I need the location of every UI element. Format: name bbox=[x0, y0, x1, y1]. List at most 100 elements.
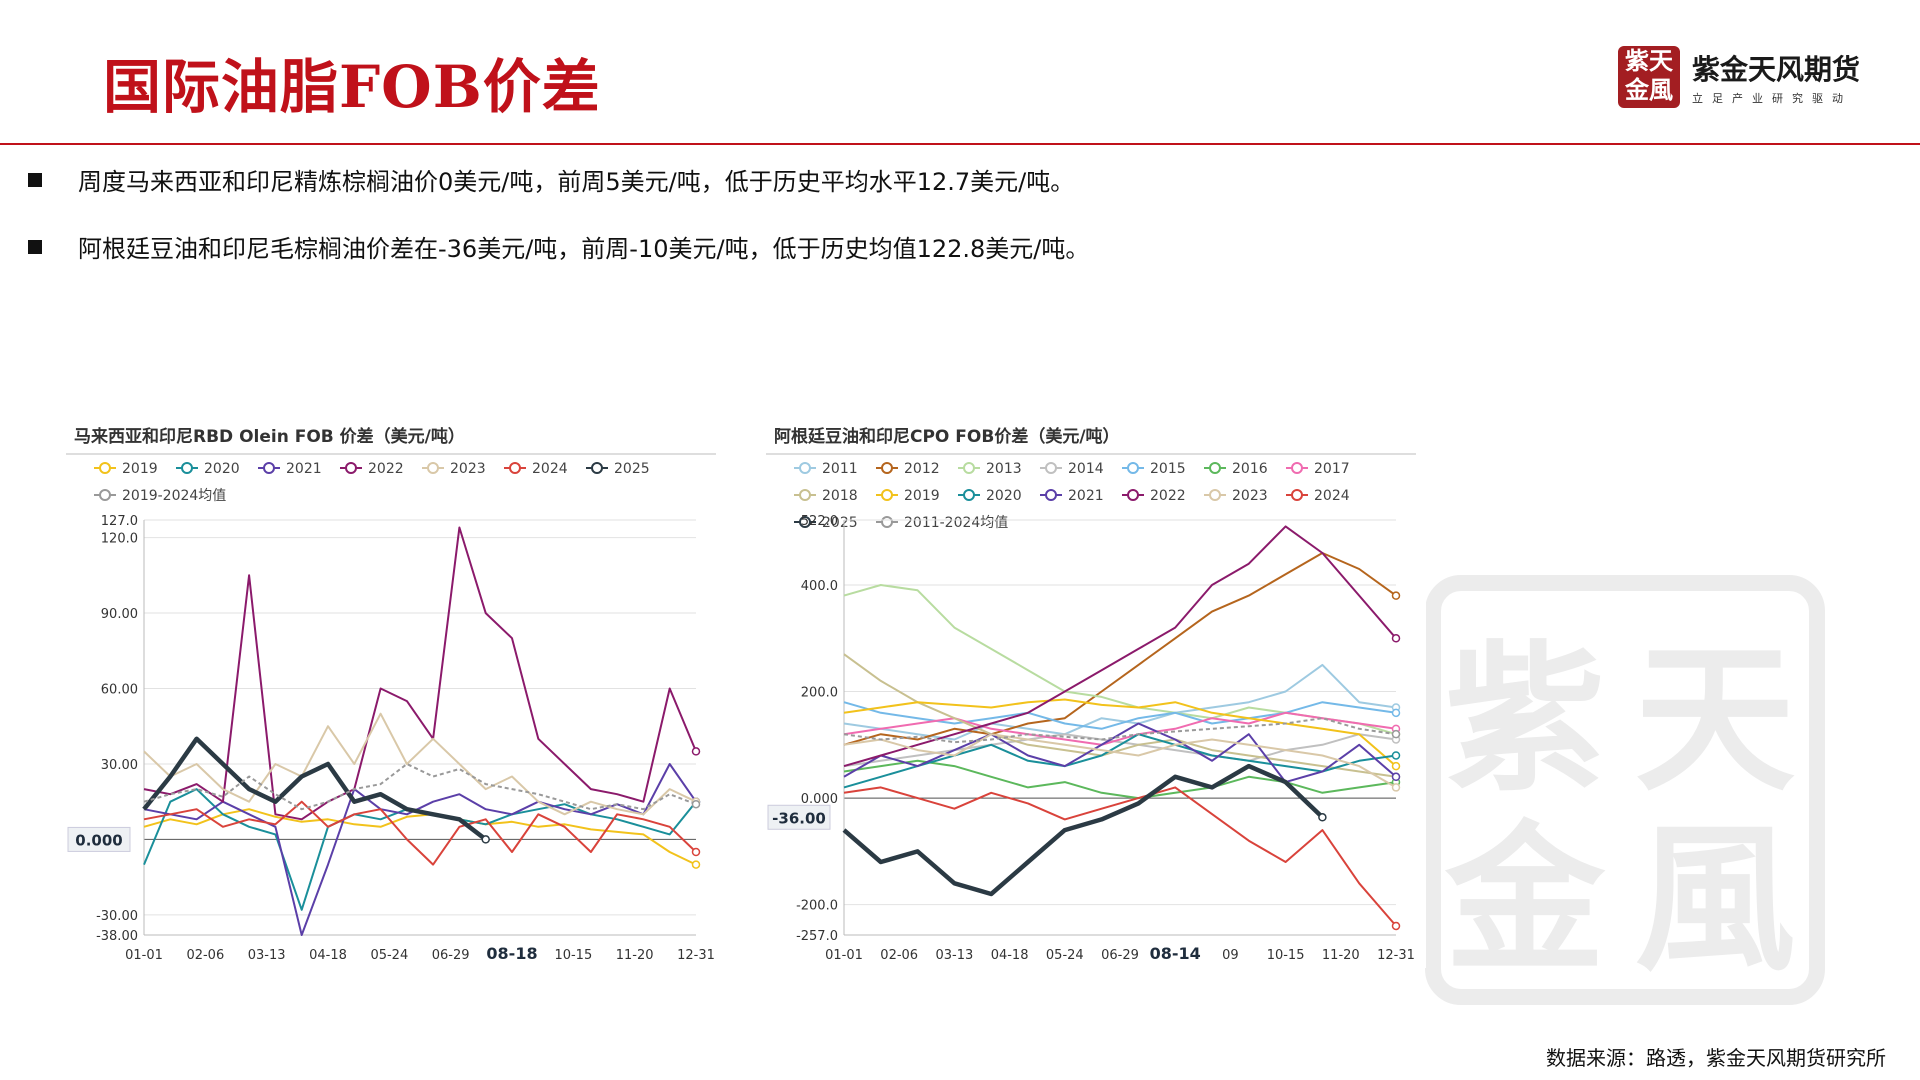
legend-label: 2020 bbox=[204, 461, 240, 477]
y-tick-label: 120.0 bbox=[101, 532, 138, 547]
series-line-2016 bbox=[843, 759, 1397, 800]
y-tick-label: -200.0 bbox=[796, 899, 838, 914]
series-endpoint bbox=[1391, 708, 1401, 718]
legend-label: 2024 bbox=[532, 461, 568, 477]
legend-marker bbox=[1127, 489, 1139, 501]
series-line-2025 bbox=[142, 736, 488, 842]
legend-marker bbox=[1045, 489, 1057, 501]
seal-char: 金 bbox=[1625, 75, 1649, 104]
bullet-text: 阿根廷豆油和印尼毛棕榈油价差在-36美元/吨，前周-10美元/吨，低于历史均值1… bbox=[78, 235, 1090, 263]
current-value-label: -36.00 bbox=[772, 809, 826, 827]
series-line-avg bbox=[843, 717, 1397, 744]
x-tick-label: 10-15 bbox=[554, 948, 592, 963]
x-tick-label: 03-13 bbox=[248, 948, 286, 963]
series-line-2024 bbox=[143, 800, 697, 866]
legend-label: 2017 bbox=[1314, 461, 1350, 477]
y-tick-label: 400.0 bbox=[801, 579, 838, 594]
series-line-2012 bbox=[843, 552, 1397, 746]
series-line-2023 bbox=[843, 733, 1397, 789]
legend-marker bbox=[881, 462, 893, 474]
series-line-2022 bbox=[843, 525, 1397, 768]
legend-label: 2011-2024均值 bbox=[904, 515, 1008, 531]
legend-marker bbox=[1045, 462, 1057, 474]
chart-panel-soyoil-cpo: 阿根廷豆油和印尼CPO FOB价差（美元/吨） 2011 2012 2013 2014 2… bbox=[766, 420, 1426, 968]
series-line-2021 bbox=[843, 722, 1397, 784]
watermark-char: 風 bbox=[1635, 806, 1795, 993]
legend-label: 2011 bbox=[822, 461, 858, 477]
legend-label: 2019 bbox=[122, 461, 158, 477]
series-line-2025 bbox=[842, 763, 1324, 897]
legend-marker bbox=[1209, 462, 1221, 474]
series-line-2019 bbox=[843, 698, 1397, 767]
legend-marker bbox=[963, 462, 975, 474]
current-value-box bbox=[67, 826, 131, 852]
legend-label: 2021 bbox=[286, 461, 322, 477]
current-value-label: 0.000 bbox=[75, 831, 122, 849]
seal-char: 風 bbox=[1649, 75, 1673, 104]
legend-marker bbox=[1291, 489, 1303, 501]
current-value-box bbox=[767, 804, 831, 830]
y-tick-label: 90.00 bbox=[101, 607, 138, 622]
legend-marker bbox=[99, 462, 111, 474]
x-tick-label: 05-24 bbox=[1046, 948, 1084, 963]
series-endpoint bbox=[1391, 783, 1401, 792]
x-tick-label: 04-18 bbox=[309, 948, 347, 963]
legend-label: 2023 bbox=[1232, 488, 1268, 504]
legend-label: 2012 bbox=[904, 461, 940, 477]
legend-marker bbox=[99, 489, 111, 501]
y-tick-label: 127.0 bbox=[101, 514, 138, 529]
legend-label: 2022 bbox=[368, 461, 404, 477]
y-tick-label: -38.00 bbox=[96, 929, 138, 944]
y-tick-label: 30.00 bbox=[101, 758, 138, 773]
logo-company-name: 紫金天风期货 bbox=[1692, 53, 1861, 86]
y-tick-label: 522.0 bbox=[801, 514, 838, 529]
legend-label: 2013 bbox=[986, 461, 1022, 477]
legend-label: 2023 bbox=[450, 461, 486, 477]
chart-panel-rbd-olein: 马来西亚和印尼RBD Olein FOB 价差（美元/吨） 2019 2020 202… bbox=[66, 420, 726, 968]
series-endpoint bbox=[1391, 761, 1401, 771]
legend-label: 2016 bbox=[1232, 461, 1268, 477]
chart-title: 马来西亚和印尼RBD Olein FOB 价差（美元/吨） bbox=[74, 426, 465, 447]
watermark-char: 天 bbox=[1635, 626, 1795, 813]
series-endpoint bbox=[1391, 772, 1401, 782]
series-line-2023 bbox=[143, 712, 697, 816]
series-line-avg bbox=[143, 763, 697, 811]
x-tick-label: 01-01 bbox=[125, 948, 163, 963]
y-tick-label: 0.000 bbox=[801, 792, 838, 807]
y-tick-label: 60.00 bbox=[101, 683, 138, 698]
x-tick-label: 08-18 bbox=[486, 944, 537, 963]
legend-label: 2021 bbox=[1068, 488, 1104, 504]
x-tick-label: 01-01 bbox=[825, 948, 863, 963]
y-tick-label: 200.0 bbox=[801, 686, 838, 701]
series-endpoint bbox=[1391, 591, 1401, 600]
legend-marker bbox=[509, 462, 521, 474]
legend-label: 2020 bbox=[986, 488, 1022, 504]
data-source-note: 数据来源：路透，紫金天风期货研究所 bbox=[1546, 1046, 1886, 1070]
legend-marker bbox=[881, 516, 893, 528]
x-tick-label: 12-31 bbox=[677, 948, 715, 963]
legend-marker bbox=[963, 489, 975, 501]
y-tick-label: -30.00 bbox=[96, 909, 138, 924]
legend-marker bbox=[1209, 489, 1221, 501]
x-tick-label: 04-18 bbox=[991, 948, 1029, 963]
series-line-2021 bbox=[143, 763, 697, 936]
x-tick-label: 11-20 bbox=[1322, 948, 1360, 963]
title-divider bbox=[0, 143, 1920, 145]
series-line-2024 bbox=[843, 786, 1397, 927]
legend-marker bbox=[1291, 462, 1303, 474]
legend-marker bbox=[345, 462, 357, 474]
legend-label: 2025 bbox=[614, 461, 650, 477]
x-tick-label: 06-29 bbox=[432, 948, 470, 963]
x-tick-label: 08-14 bbox=[1150, 944, 1201, 963]
bullet-point: 阿根廷豆油和印尼毛棕榈油价差在-36美元/吨，前周-10美元/吨，低于历史均值1… bbox=[28, 229, 1908, 264]
seal-char: 天 bbox=[1649, 46, 1673, 75]
logo-slogan: 立足产业研究驱动 bbox=[1692, 92, 1852, 105]
series-endpoint bbox=[1391, 751, 1401, 760]
chart-soyoil-cpo-spread: 阿根廷豆油和印尼CPO FOB价差（美元/吨） 2011 2012 2013 2014 2… bbox=[766, 426, 1416, 963]
legend-marker bbox=[799, 489, 811, 501]
legend-label: 2019 bbox=[904, 488, 940, 504]
watermark-char: 金 bbox=[1444, 806, 1606, 993]
legend-marker bbox=[181, 462, 193, 474]
x-tick-label: 12-31 bbox=[1377, 948, 1415, 963]
watermark-seal: 紫 天 金 風 bbox=[1425, 575, 1825, 1005]
